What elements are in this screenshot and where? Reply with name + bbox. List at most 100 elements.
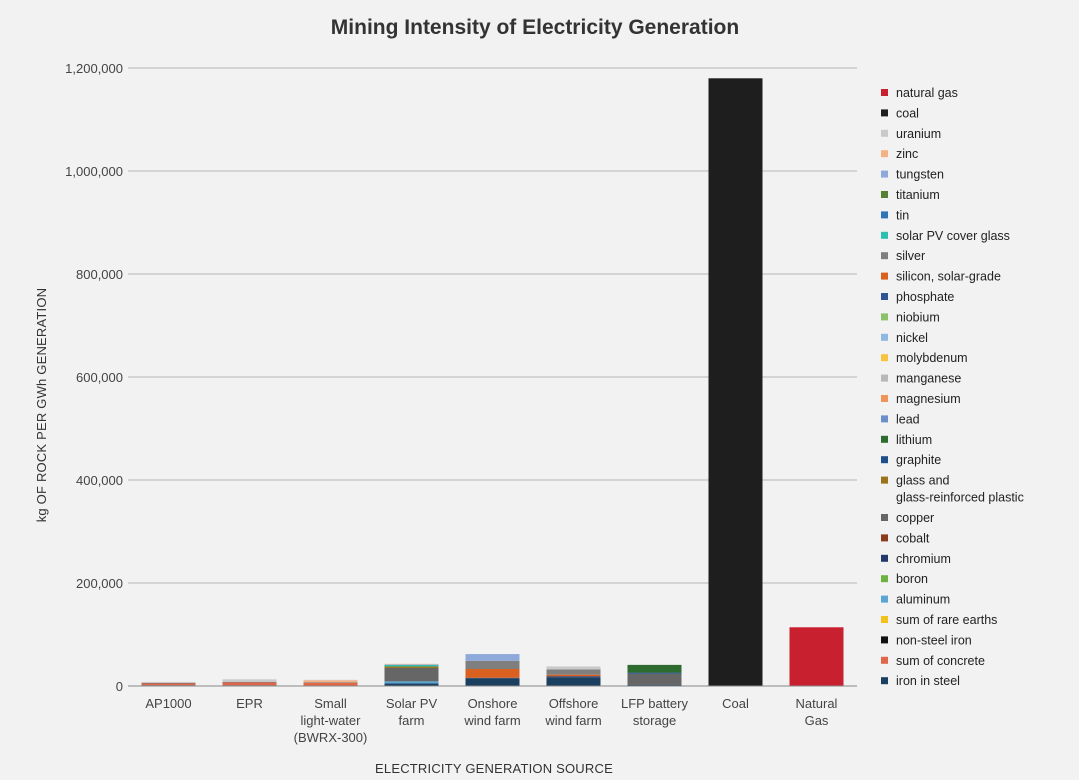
y-axis-title: kg OF ROCK PER GWh GENERATION bbox=[34, 288, 49, 523]
bar-segment bbox=[303, 682, 358, 683]
legend-label: silver bbox=[896, 249, 925, 263]
legend-swatch bbox=[881, 231, 888, 239]
bar-segment bbox=[627, 684, 682, 686]
legend-swatch bbox=[881, 191, 888, 198]
bar-segment bbox=[546, 669, 601, 675]
bar-segment bbox=[384, 683, 439, 686]
legend-swatch bbox=[881, 395, 888, 402]
legend-label: graphite bbox=[896, 453, 941, 467]
legend-label: sum of concrete bbox=[896, 654, 985, 668]
legend-swatch bbox=[881, 313, 888, 321]
legend-label: manganese bbox=[896, 372, 961, 386]
bar-segment bbox=[546, 666, 601, 670]
y-tick-label: 400,000 bbox=[76, 473, 123, 488]
x-category-label: Natural Gas bbox=[796, 696, 838, 728]
bar-segment bbox=[384, 664, 439, 665]
y-tick-label: 800,000 bbox=[76, 267, 123, 282]
legend-label: uranium bbox=[896, 127, 941, 141]
legend-swatch bbox=[881, 575, 888, 583]
legend-swatch bbox=[881, 616, 888, 623]
bar-segment bbox=[465, 677, 520, 679]
legend-label: aluminum bbox=[896, 593, 950, 607]
legend-swatch bbox=[881, 89, 888, 96]
y-tick-label: 0 bbox=[116, 679, 123, 694]
legend-label: iron in steel bbox=[896, 674, 960, 688]
legend-label: natural gas bbox=[896, 86, 958, 100]
x-category-label: EPR bbox=[236, 696, 263, 711]
bar-segment bbox=[546, 674, 601, 677]
x-category-label: Onshore wind farm bbox=[463, 696, 520, 728]
legend-swatch bbox=[881, 514, 888, 521]
x-category-label: AP1000 bbox=[145, 696, 191, 711]
bar-segment bbox=[384, 664, 439, 667]
legend-swatch bbox=[881, 456, 888, 464]
legend-swatch bbox=[881, 354, 888, 362]
bar-segment bbox=[141, 683, 196, 686]
y-tick-label: 1,000,000 bbox=[65, 164, 123, 179]
legend-swatch bbox=[881, 252, 888, 260]
legend-swatch bbox=[881, 374, 888, 382]
legend: natural gas coal uranium zinc tungsten titani… bbox=[881, 86, 1024, 688]
x-axis-categories: AP1000 EPR Small light-water (BWRX-300) Solar… bbox=[145, 696, 837, 745]
bar-segment bbox=[789, 627, 844, 686]
bar-segment bbox=[465, 669, 520, 678]
legend-label: coal bbox=[896, 106, 919, 120]
legend-swatch bbox=[881, 129, 888, 137]
legend-label: sum of rare earths bbox=[896, 613, 997, 627]
legend-label: cobalt bbox=[896, 531, 930, 545]
bar-segment bbox=[465, 678, 520, 686]
legend-swatch bbox=[881, 109, 888, 117]
x-category-label: Solar PV farm bbox=[386, 696, 438, 728]
bar-segment bbox=[303, 679, 358, 681]
legend-swatch bbox=[881, 554, 888, 562]
bar-segment bbox=[384, 663, 439, 665]
x-axis-title: ELECTRICITY GENERATION SOURCE bbox=[375, 761, 613, 776]
bar-segment bbox=[465, 660, 520, 670]
bar-segment bbox=[141, 682, 196, 684]
legend-swatch bbox=[881, 415, 888, 423]
legend-swatch bbox=[881, 170, 888, 178]
stacked-bars bbox=[141, 78, 844, 687]
legend-swatch bbox=[881, 211, 888, 219]
legend-label: tungsten bbox=[896, 168, 944, 182]
legend-swatch bbox=[881, 534, 888, 542]
legend-label: copper bbox=[896, 511, 934, 525]
bar-segment bbox=[627, 673, 682, 685]
legend-label: zinc bbox=[896, 147, 918, 161]
legend-label: boron bbox=[896, 572, 928, 586]
bar-segment bbox=[708, 78, 763, 687]
legend-swatch bbox=[881, 595, 888, 603]
bar-segment bbox=[384, 681, 439, 684]
chart-title: Mining Intensity of Electricity Generati… bbox=[331, 16, 739, 39]
legend-swatch bbox=[881, 435, 888, 443]
bar-segment bbox=[222, 679, 277, 682]
legend-label: niobium bbox=[896, 310, 940, 324]
x-category-label: Offshore wind farm bbox=[544, 696, 601, 728]
bar-segment bbox=[303, 680, 358, 683]
legend-swatch bbox=[881, 150, 888, 158]
legend-swatch bbox=[881, 636, 888, 644]
bar-segment bbox=[384, 667, 439, 682]
bar-segment bbox=[546, 677, 601, 686]
bar-segment bbox=[303, 682, 358, 686]
legend-label: lithium bbox=[896, 433, 932, 447]
bar-segment bbox=[384, 666, 439, 668]
legend-label: lead bbox=[896, 412, 920, 426]
bar-segment bbox=[141, 681, 196, 683]
legend-label: titanium bbox=[896, 188, 940, 202]
bar-segment bbox=[222, 681, 277, 683]
legend-label: tin bbox=[896, 208, 909, 222]
legend-label: non-steel iron bbox=[896, 633, 972, 647]
bar-segment bbox=[627, 672, 682, 674]
y-tick-label: 1,200,000 bbox=[65, 61, 123, 76]
y-tick-label: 600,000 bbox=[76, 370, 123, 385]
legend-label: chromium bbox=[896, 552, 951, 566]
bar-segment bbox=[627, 664, 682, 673]
legend-swatch bbox=[881, 476, 888, 484]
y-axis-ticks: 0 200,000 400,000 600,000 800,000 1,000,000 1,… bbox=[65, 61, 123, 694]
legend-label: phosphate bbox=[896, 290, 954, 304]
x-category-label: Small light-water (BWRX-300) bbox=[294, 696, 368, 745]
legend-swatch bbox=[881, 677, 888, 685]
y-tick-label: 200,000 bbox=[76, 576, 123, 591]
legend-label: silicon, solar-grade bbox=[896, 270, 1001, 284]
